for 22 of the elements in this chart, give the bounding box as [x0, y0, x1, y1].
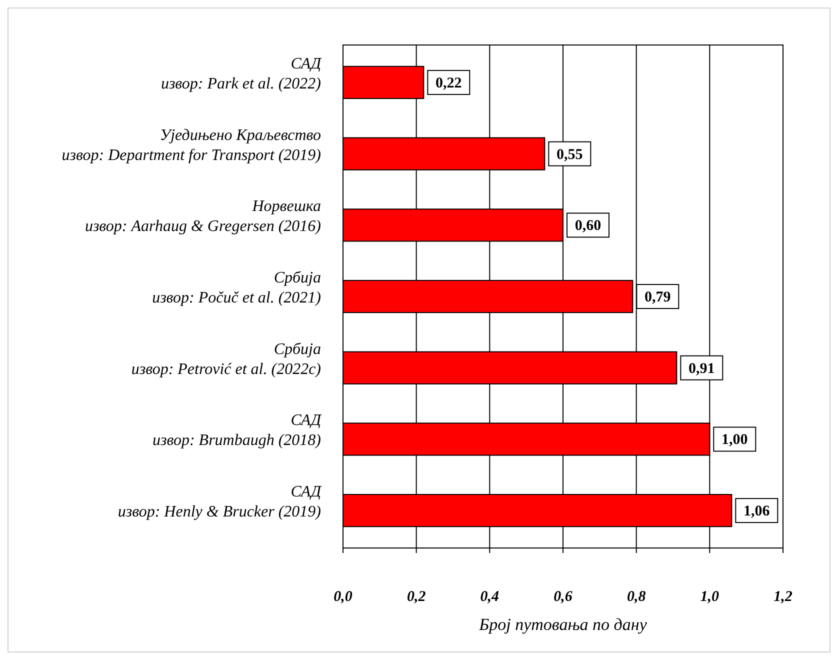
y-tick-label: САД извор: Brumbaugh (2018): [152, 412, 322, 450]
data-label: 0,79: [644, 290, 671, 306]
x-axis-title: Број путовања по дану: [478, 615, 648, 634]
data-label: 0,91: [688, 360, 715, 377]
x-tick-label: 0,2: [406, 589, 426, 605]
y-tick-label: Норвешка извор: Aarhaug & Gregersen (2016): [84, 198, 321, 236]
y-tick-label: САД извор: Park et al. (2022): [160, 55, 322, 92]
x-tick-label: 0,0: [334, 589, 353, 605]
x-tick-label: 0,4: [480, 589, 500, 605]
data-label: 0,55: [556, 146, 583, 163]
data-label: 1,00: [722, 432, 748, 448]
data-label: 0,22: [436, 75, 462, 92]
x-tick-label: 1,2: [774, 589, 793, 605]
data-label: 0,60: [574, 218, 602, 234]
y-tick-label: Уједињено Краљевство извор: Department for Transport (2019): [62, 126, 321, 164]
y-tick-label: Србија извор: Petrović et al. (2022c): [131, 340, 321, 378]
x-tick-label: 1,0: [700, 589, 720, 605]
y-tick-label: САД извор: Henly & Brucker (2019): [118, 484, 322, 521]
x-tick-label: 0,6: [554, 589, 573, 605]
data-label: 1,06: [744, 504, 770, 520]
x-tick-label: 0,8: [626, 589, 646, 605]
y-tick-label: Србија извор: Počuč et al. (2021): [152, 270, 321, 306]
